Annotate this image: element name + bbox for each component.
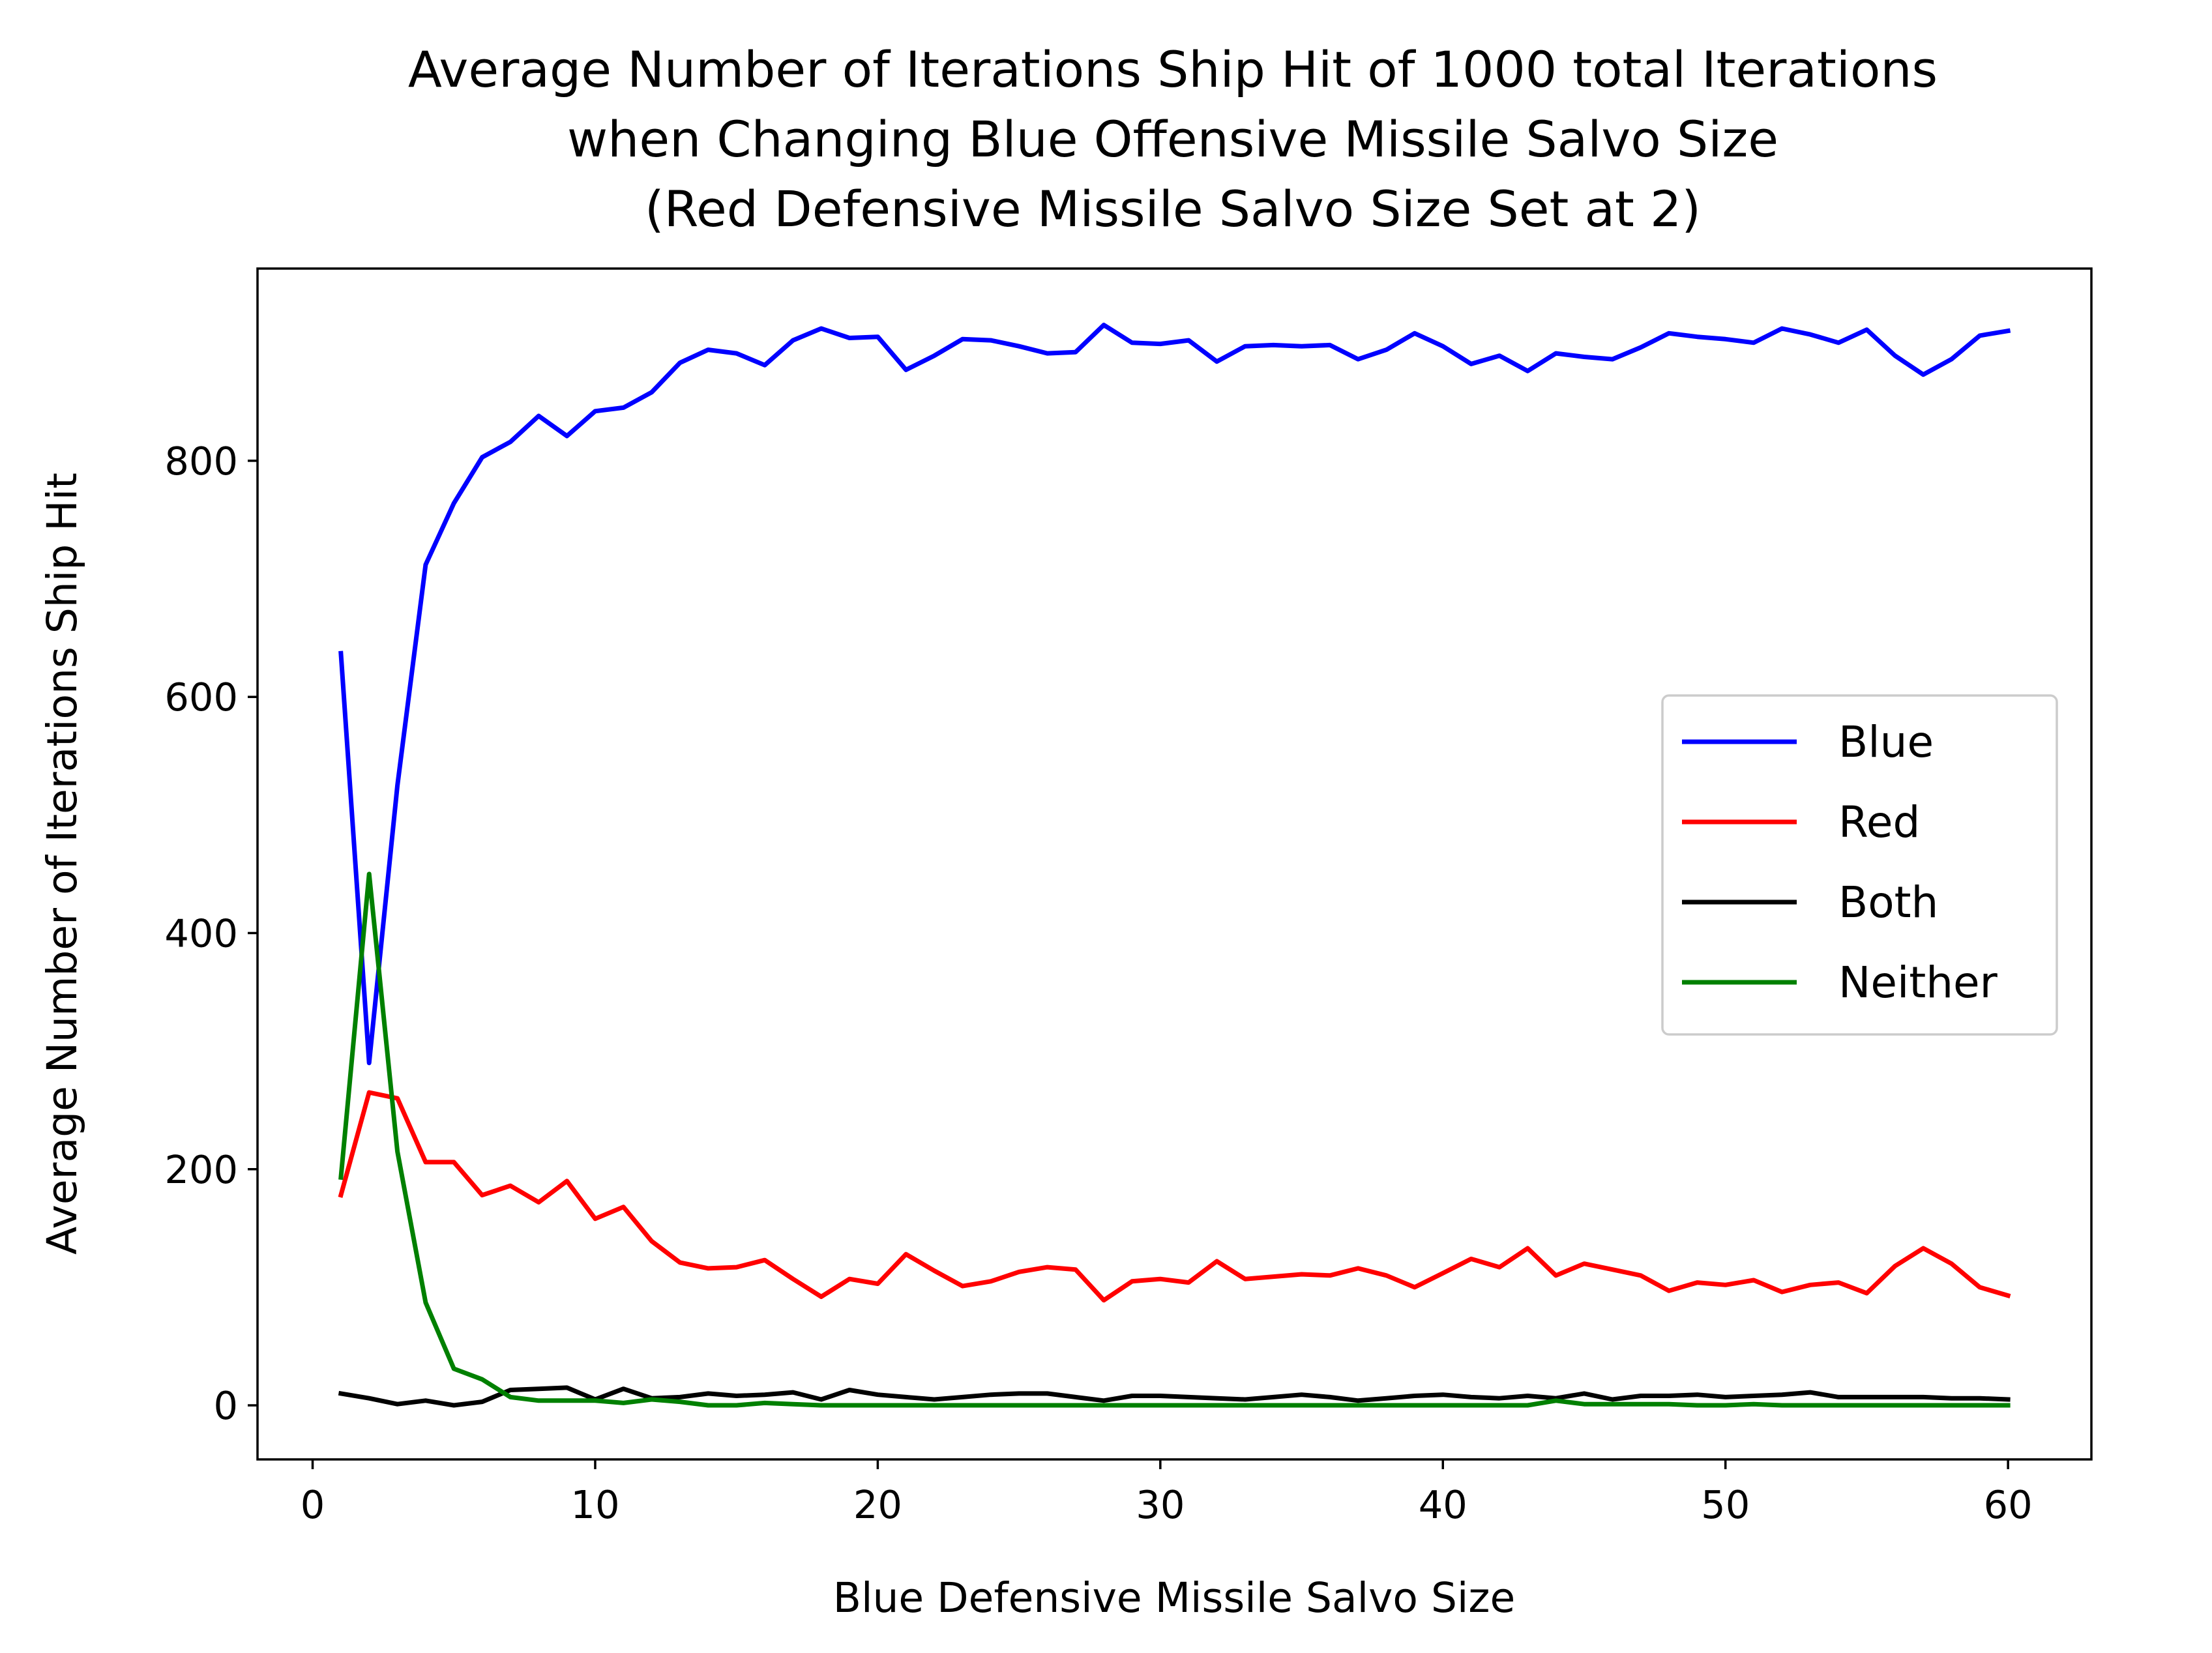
y-tick-label: 0 — [213, 1383, 238, 1428]
series-line-neither — [338, 871, 2011, 1408]
legend-label-blue: Blue — [1838, 717, 1934, 767]
y-axis-label: Average Number of Iterations Ship Hit — [38, 473, 86, 1255]
legend-frame — [1661, 694, 2058, 1036]
x-tick-label: 60 — [1984, 1482, 2033, 1527]
y-tick-label: 400 — [164, 911, 238, 956]
legend-label-both: Both — [1838, 877, 1938, 928]
y-tick-label: 600 — [164, 675, 238, 720]
chart-title-line-3: (Red Defensive Missile Salvo Size Set at… — [645, 180, 1701, 238]
x-axis-label: Blue Defensive Missile Salvo Size — [833, 1574, 1516, 1622]
x-tick-label: 30 — [1136, 1482, 1185, 1527]
legend: Blue Red Both Neither — [1661, 694, 2058, 1036]
y-tick-label: 800 — [164, 439, 238, 484]
legend-label-red: Red — [1838, 797, 1920, 847]
x-tick-label: 20 — [853, 1482, 902, 1527]
series-line-red — [338, 1090, 2011, 1303]
x-tick-label: 0 — [301, 1482, 325, 1527]
x-tick-label: 40 — [1419, 1482, 1467, 1527]
plot-area-frame — [256, 267, 2093, 1461]
series-line-both — [338, 1385, 2011, 1408]
chart-title-line-1: Average Number of Iterations Ship Hit of… — [408, 40, 1938, 98]
series-line-blue — [338, 323, 2011, 1066]
y-axis: 0 200 400 600 800 — [164, 439, 258, 1428]
chart-title-line-2: when Changing Blue Offensive Missile Sal… — [567, 110, 1778, 168]
series-layer — [338, 323, 2011, 1408]
x-tick-label: 50 — [1701, 1482, 1750, 1527]
x-axis: 0 10 20 30 40 50 60 — [301, 1459, 2033, 1527]
x-tick-label: 10 — [570, 1482, 619, 1527]
y-tick-label: 200 — [164, 1147, 238, 1192]
chart-title: Average Number of Iterations Ship Hit of… — [408, 40, 1938, 238]
legend-label-neither: Neither — [1838, 958, 1998, 1008]
